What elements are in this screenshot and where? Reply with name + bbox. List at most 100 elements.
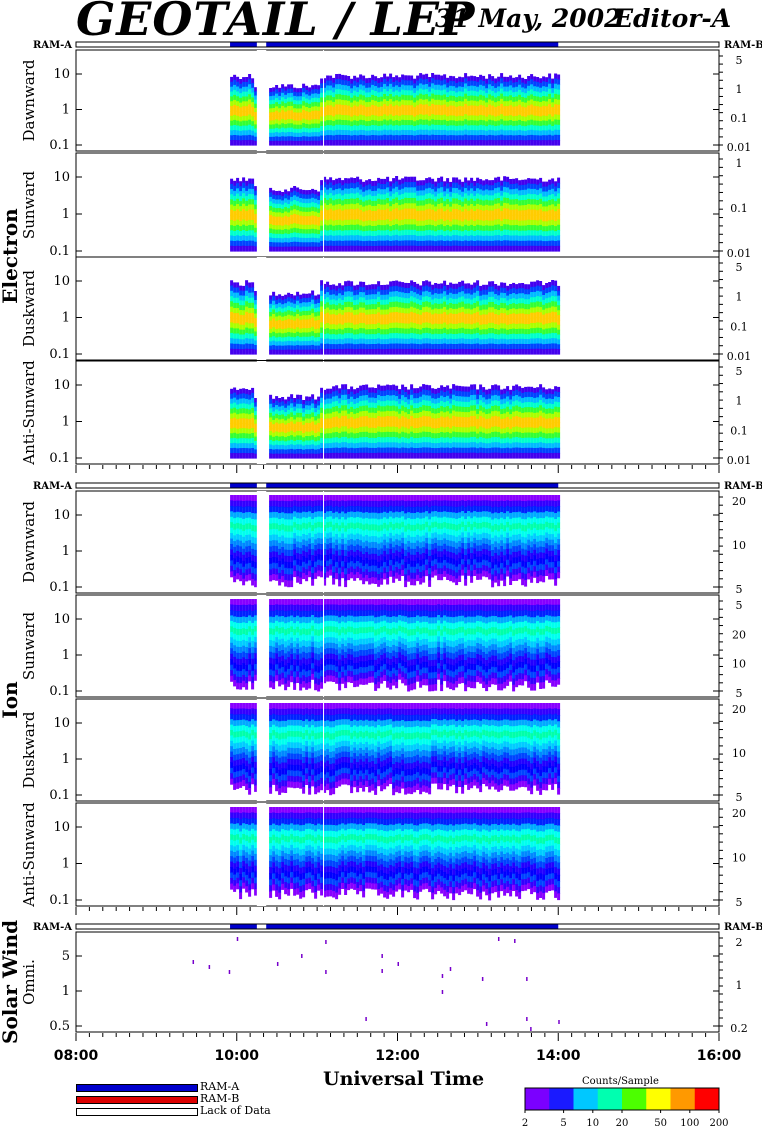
spectrogram-cell: [521, 195, 525, 201]
spectrogram-cell: [536, 322, 540, 329]
spectrogram-cell: [488, 312, 492, 319]
spectrogram-cell: [272, 336, 276, 342]
spectrogram-cell: [548, 343, 552, 350]
spectrogram-cell: [269, 228, 273, 234]
spectrogram-cell: [380, 324, 384, 330]
spectrogram-cell: [524, 309, 528, 315]
spectrogram-cell: [458, 81, 462, 88]
spectrogram-cell: [452, 193, 456, 199]
spectrogram-cell: [542, 130, 546, 136]
spectrogram-cell: [377, 121, 381, 127]
spectrogram-cell: [299, 92, 303, 97]
spectrogram-cell: [545, 206, 549, 212]
spectrogram-cell: [440, 245, 444, 252]
spectrogram-cell: [311, 317, 315, 323]
spectrogram-cell: [233, 437, 237, 444]
spectrogram-cell: [488, 348, 492, 355]
spectrogram-cell: [239, 418, 243, 424]
spectrogram-cell: [302, 445, 306, 451]
spectrogram-cell: [491, 90, 495, 97]
spectrogram-cell: [533, 291, 537, 298]
spectrogram-cell: [392, 348, 396, 355]
spectrogram-cell: [425, 245, 429, 252]
spectrogram-cell: [542, 329, 546, 335]
spectrogram-cell: [293, 316, 297, 322]
spectrogram-cell: [311, 237, 315, 243]
spectrogram-cell: [548, 73, 552, 80]
spectrogram-cell: [491, 130, 495, 136]
spectrogram-cell: [461, 140, 465, 146]
spectrogram-cell: [506, 300, 510, 306]
spectrogram-cell: [254, 331, 258, 337]
spectrogram-cell: [350, 219, 354, 226]
spectrogram-cell: [413, 287, 417, 293]
spectrogram-cell: [476, 306, 480, 313]
spectrogram-cell: [479, 225, 483, 231]
spectrogram-cell: [254, 116, 258, 121]
spectrogram-cell: [533, 328, 537, 334]
spectrogram-cell: [377, 302, 381, 308]
spectrogram-cell: [530, 348, 534, 355]
spectrogram-cell: [515, 344, 519, 350]
spectrogram-cell: [452, 344, 456, 350]
spectrogram-cell: [557, 290, 561, 297]
spectrogram-cell: [269, 201, 273, 207]
spectrogram-cell: [338, 183, 342, 189]
spectrogram-cell: [509, 179, 513, 185]
spectrogram-cell: [386, 324, 390, 330]
spectrogram-cell: [551, 225, 555, 231]
spectrogram-cell: [329, 75, 333, 82]
spectrogram-cell: [356, 235, 360, 241]
spectrogram-cell: [230, 306, 234, 313]
spectrogram-cell: [497, 86, 501, 92]
spectrogram-cell: [551, 306, 555, 313]
spectrogram-cell: [524, 199, 528, 206]
spectrogram-cell: [443, 216, 447, 222]
spectrogram-cell: [248, 79, 252, 85]
spectrogram-cell: [359, 292, 363, 298]
spectrogram-cell: [245, 200, 249, 207]
spectrogram-cell: [320, 322, 324, 329]
spectrogram-cell: [251, 102, 255, 108]
spectrogram-cell: [398, 348, 402, 355]
spectrogram-cell: [416, 298, 420, 305]
spectrogram-cell: [371, 119, 375, 126]
spectrogram-cell: [326, 443, 330, 449]
spectrogram-cell: [299, 193, 303, 199]
spectrogram-cell: [323, 213, 327, 220]
spectrogram-cell: [446, 289, 450, 296]
spectrogram-cell: [500, 282, 504, 289]
spectrogram-cell: [434, 288, 438, 294]
spectrogram-cell: [440, 135, 444, 141]
spectrogram-cell: [485, 111, 489, 118]
spectrogram-cell: [293, 237, 297, 243]
spectrogram-cell: [287, 423, 291, 428]
spectrogram-cell: [401, 94, 405, 101]
spectrogram-cell: [479, 295, 483, 302]
spectrogram-cell: [305, 431, 309, 437]
spectrogram-cell: [410, 198, 414, 204]
spectrogram-cell: [335, 199, 339, 206]
spectrogram-cell: [272, 120, 276, 125]
spectrogram-cell: [554, 124, 558, 131]
spectrogram-cell: [299, 444, 303, 450]
spectrogram-cell: [431, 304, 435, 311]
spectrogram-cell: [521, 101, 525, 108]
spectrogram-cell: [449, 221, 453, 227]
spectrogram-cell: [515, 240, 519, 247]
spectrogram-cell: [494, 78, 498, 84]
spectrogram-cell: [368, 87, 372, 93]
spectrogram-cell: [545, 91, 549, 98]
spectrogram-cell: [287, 431, 291, 437]
spectrogram-cell: [404, 120, 408, 126]
spectrogram-cell: [356, 314, 360, 320]
spectrogram-cell: [311, 123, 315, 129]
spectrogram-cell: [317, 191, 321, 197]
spectrogram-cell: [254, 423, 258, 429]
spectrogram-cell: [449, 287, 453, 294]
spectrogram-cell: [371, 125, 375, 131]
spectrogram-cell: [269, 116, 273, 122]
spectrogram-cell: [509, 230, 513, 237]
spectrogram-cell: [311, 299, 315, 305]
spectrogram-cell: [368, 225, 372, 231]
